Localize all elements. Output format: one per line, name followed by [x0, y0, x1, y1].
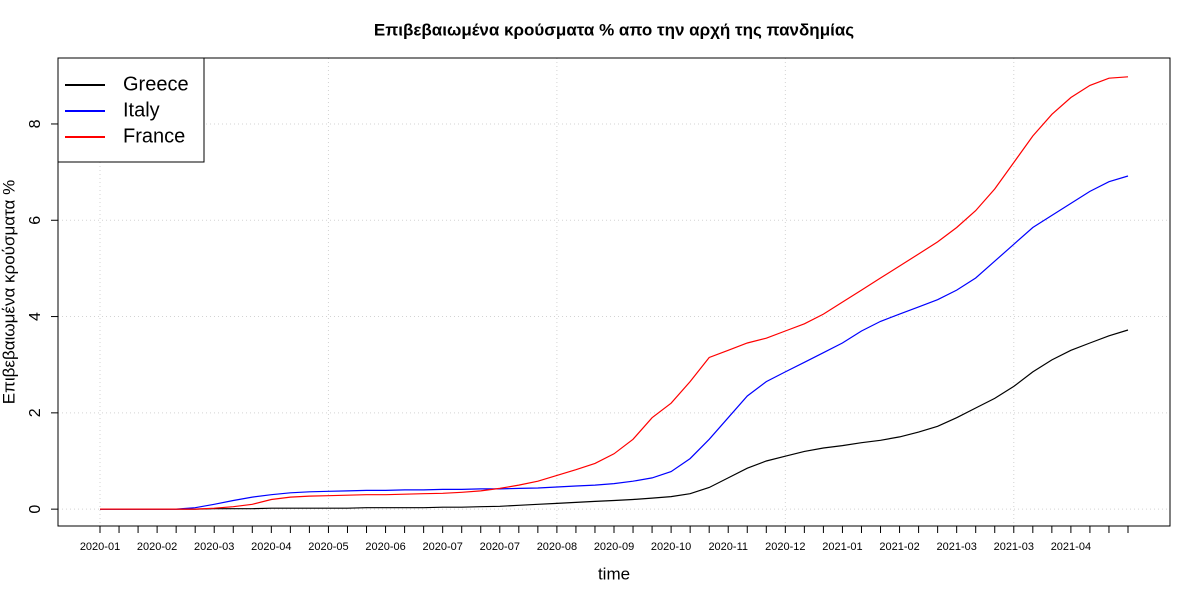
lines — [100, 76, 1129, 510]
grid — [58, 58, 1170, 526]
y-tick-label: 6 — [27, 216, 44, 225]
y-tick-label: 8 — [27, 119, 44, 128]
x-tick-label: 2021-01 — [822, 541, 862, 553]
y-tick-label: 2 — [27, 408, 44, 417]
legend-label: France — [123, 125, 185, 147]
chart-title: Επιβεβαιωμένα κρούσματα % απο την αρχή τ… — [374, 20, 854, 39]
x-tick-label: 2021-04 — [1051, 541, 1091, 553]
x-tick-label: 2020-12 — [765, 541, 805, 553]
x-tick-label: 2020-05 — [308, 541, 348, 553]
x-tick-label: 2021-03 — [994, 541, 1034, 553]
x-tick-label: 2021-02 — [879, 541, 919, 553]
y-axis-label: Επιβεβαιωμένα κρούσματα % — [0, 180, 18, 404]
legend-label: Greece — [123, 73, 189, 95]
x-tick-label: 2020-01 — [80, 541, 120, 553]
series-line — [100, 175, 1129, 510]
x-tick-label: 2020-03 — [194, 541, 234, 553]
y-tick-label: 4 — [27, 312, 44, 321]
x-tick-label: 2020-07 — [480, 541, 520, 553]
x-tick-label: 2021-03 — [936, 541, 976, 553]
plot-frame — [57, 57, 1171, 527]
x-tick-label: 2020-08 — [537, 541, 577, 553]
series-line — [100, 329, 1129, 510]
x-tick-label: 2020-06 — [365, 541, 405, 553]
legend: Greece Italy France — [57, 57, 205, 163]
y-tick-label: 0 — [27, 505, 44, 514]
x-tick-label: 2020-02 — [137, 541, 177, 553]
axes: 0 2 4 6 8 2020-01 2020-02 2020-03 2020-04 2020-05… — [27, 119, 1129, 553]
x-tick-label: 2020-04 — [251, 541, 291, 553]
x-tick-label: 2020-11 — [708, 541, 748, 553]
x-axis-label: time — [598, 564, 630, 583]
x-tick-label: 2020-09 — [594, 541, 634, 553]
x-tick-label: 2020-10 — [651, 541, 691, 553]
x-tick-label: 2020-07 — [422, 541, 462, 553]
legend-label: Italy — [123, 99, 160, 121]
series-line — [100, 76, 1129, 510]
